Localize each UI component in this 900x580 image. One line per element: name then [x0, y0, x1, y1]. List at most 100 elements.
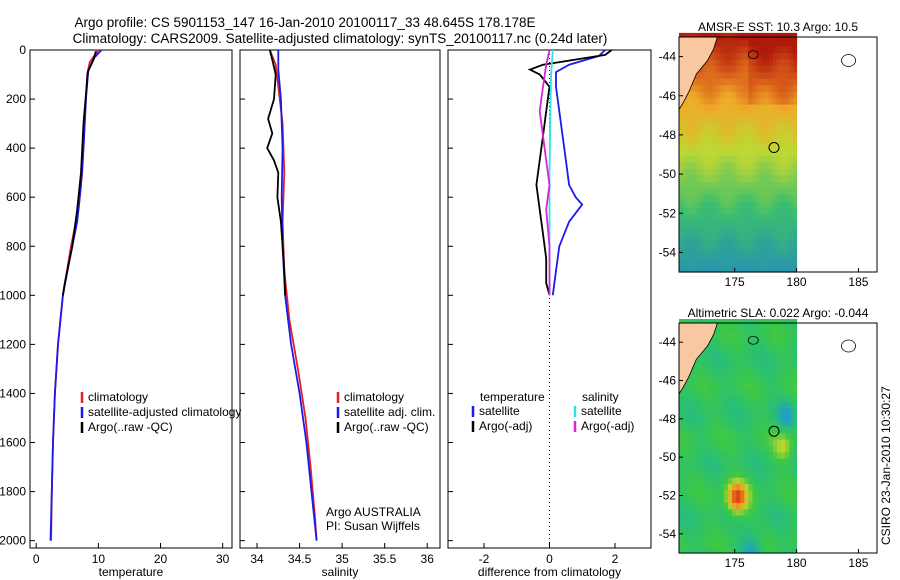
temperature-series-argo-raw-qc-	[62, 50, 97, 296]
sst-map-cell	[679, 116, 684, 124]
sst-map-cell	[789, 45, 794, 53]
sst-map-cell	[781, 168, 786, 176]
sla-map-ytick-label: -54	[659, 527, 677, 541]
sla-map-cell	[768, 458, 774, 465]
sst-map-cell	[793, 32, 798, 40]
sst-map-cell	[703, 91, 709, 99]
sla-map-cell	[736, 420, 741, 428]
sst-map-cell	[740, 168, 745, 176]
sst-map-cell	[789, 84, 794, 92]
sla-map-cell	[748, 375, 754, 383]
sst-map-cell	[789, 123, 794, 131]
sst-map-cell	[732, 162, 737, 170]
sla-map-cell	[683, 388, 688, 396]
sla-map-cell	[695, 527, 700, 535]
sst-map-cell	[789, 233, 794, 241]
sla-map-cell	[732, 413, 737, 421]
sst-map-cell	[715, 246, 721, 254]
sla-map-cell	[679, 534, 684, 541]
sst-map-cell	[789, 259, 794, 267]
sla-map-cell	[781, 375, 786, 383]
sla-map-cell	[772, 489, 778, 497]
sst-map-cell	[695, 233, 700, 241]
sst-map-cell	[789, 71, 794, 79]
sst-map-cell	[777, 91, 782, 99]
sst-map-cell	[781, 84, 786, 92]
sst-map-cell	[793, 91, 798, 99]
sst-map-cell	[781, 239, 786, 247]
sla-map-cell	[715, 521, 721, 529]
sst-map-cell	[768, 168, 774, 176]
sla-map-cell	[752, 350, 758, 358]
sst-map-cell	[760, 91, 766, 99]
sla-map-cell	[793, 369, 798, 377]
sst-map-cell	[687, 226, 692, 234]
sla-map-cell	[715, 540, 721, 548]
sst-map-cell	[740, 104, 745, 112]
sst-map-cell	[736, 142, 741, 150]
sst-map-cell	[715, 233, 721, 241]
sst-map-cell	[699, 239, 705, 247]
sst-map-cell	[707, 246, 713, 254]
sst-map-cell	[691, 149, 696, 157]
sla-map-cell	[777, 363, 782, 371]
sst-map-cell	[752, 200, 758, 208]
sla-map-cell	[740, 325, 745, 333]
sla-map-cell	[744, 363, 749, 371]
sla-map-cell	[772, 338, 778, 345]
sla-map-cell	[793, 319, 798, 326]
sst-map-cell	[711, 136, 717, 144]
sst-map-cell	[691, 259, 696, 267]
sst-map-cell	[768, 252, 774, 260]
sst-map-cell	[789, 168, 794, 176]
sla-map-cell	[756, 375, 762, 383]
sla-map-cell	[781, 508, 786, 516]
sla-map-cell	[679, 388, 684, 396]
sst-map-cell	[707, 233, 713, 241]
sla-map-cell	[683, 477, 688, 484]
sst-map-cell	[707, 84, 713, 92]
sst-map-cell	[691, 142, 696, 150]
sst-map-cell	[748, 149, 754, 157]
sst-map-cell	[756, 84, 762, 92]
sla-map-cell	[756, 426, 762, 434]
sla-map-cell	[752, 382, 758, 390]
sla-map-cell	[695, 439, 700, 447]
sla-map-cell	[683, 540, 688, 548]
sst-map-cell	[744, 65, 749, 73]
sla-map-cell	[764, 375, 770, 383]
sst-map-cell	[695, 226, 700, 234]
sst-map-cell	[764, 142, 770, 150]
sla-map-cell	[732, 489, 737, 497]
sst-map-cell	[760, 123, 766, 131]
sla-map-cell	[785, 401, 790, 409]
sst-map-cell	[740, 200, 745, 208]
sla-map-cell	[723, 407, 729, 415]
sst-map-cell	[703, 252, 709, 260]
sst-map-cell	[715, 188, 721, 196]
sst-map-cell	[748, 200, 754, 208]
sst-map-cell	[707, 194, 713, 202]
sst-map-cell	[768, 129, 774, 137]
sst-map-cell	[781, 259, 786, 267]
sla-map-cell	[732, 401, 737, 409]
sla-map-cell	[789, 426, 794, 434]
sla-map-cell	[703, 546, 709, 554]
sst-map-cell	[789, 175, 794, 183]
sst-map-cell	[723, 116, 729, 124]
sla-map-cell	[789, 540, 794, 548]
sla-map-cell	[723, 508, 729, 516]
sla-map-cell	[793, 356, 798, 364]
sst-map-cell	[740, 188, 745, 196]
sst-map-cell	[719, 194, 725, 202]
sla-map-cell	[699, 388, 705, 396]
sla-map-cell	[744, 338, 749, 345]
sla-map-cell	[764, 502, 770, 510]
sst-map-cell	[740, 97, 745, 105]
sst-map-cell	[789, 194, 794, 202]
sla-map-cell	[744, 521, 749, 529]
sla-map-cell	[793, 350, 798, 358]
land-mass	[678, 36, 718, 111]
sla-map-cell	[732, 344, 737, 352]
